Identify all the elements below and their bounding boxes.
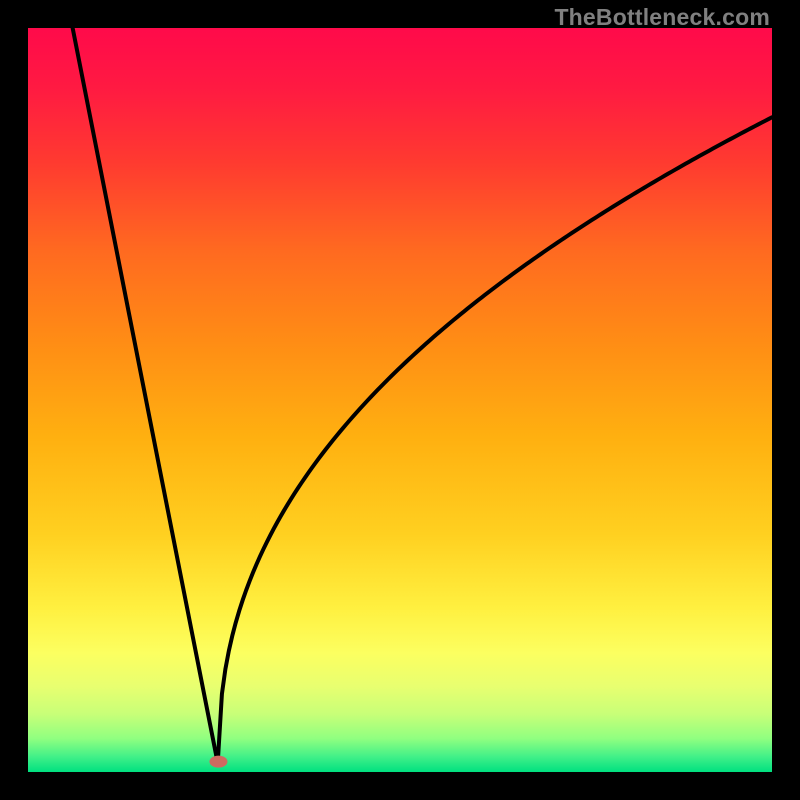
- bottleneck-curve: [73, 28, 772, 763]
- plot-area: [28, 28, 772, 772]
- optimal-point-marker: [209, 756, 227, 768]
- watermark-text: TheBottleneck.com: [554, 4, 770, 30]
- chart-canvas: TheBottleneck.com: [0, 0, 800, 800]
- watermark: TheBottleneck.com: [554, 4, 770, 31]
- curve-layer: [28, 28, 772, 772]
